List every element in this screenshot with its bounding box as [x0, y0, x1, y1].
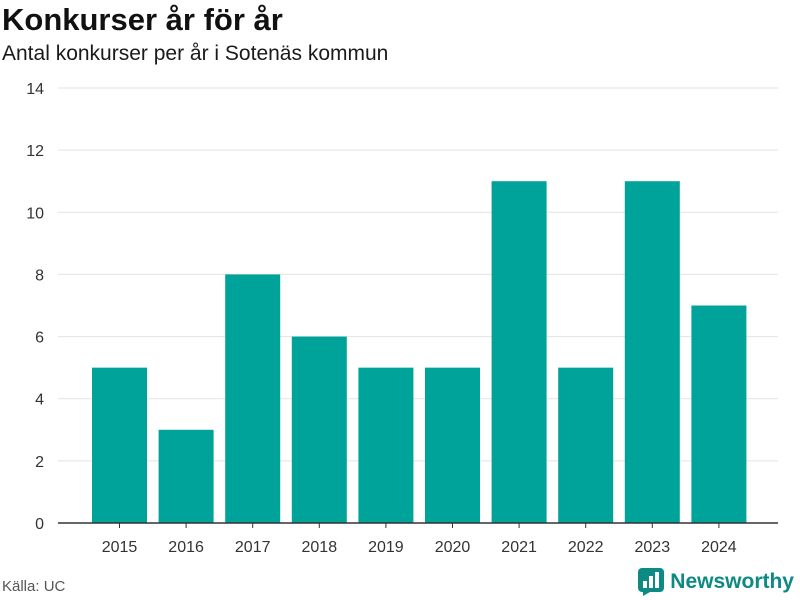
bar[interactable] [491, 181, 547, 523]
bar[interactable] [624, 181, 680, 523]
bar[interactable] [92, 367, 147, 523]
x-tick-label: 2019 [368, 539, 404, 556]
x-tick-label: 2024 [701, 539, 737, 556]
x-tick-label: 2021 [501, 539, 537, 556]
y-tick-label: 2 [35, 454, 44, 471]
brand-name: Newsworthy [670, 570, 794, 593]
bar[interactable] [291, 336, 347, 523]
bar[interactable] [691, 305, 747, 524]
y-tick-label: 4 [35, 392, 44, 409]
y-tick-label: 0 [35, 516, 44, 533]
brand-logo[interactable]: Newsworthy [638, 567, 794, 597]
y-tick-label: 14 [26, 81, 44, 98]
y-tick-label: 10 [26, 205, 44, 222]
bar[interactable] [425, 367, 480, 523]
x-tick-label: 2018 [302, 539, 338, 556]
bar[interactable] [358, 367, 414, 523]
x-tick-label: 2016 [168, 539, 204, 556]
y-tick-label: 6 [35, 330, 44, 347]
chart-title: Konkurser år för år [2, 2, 283, 37]
bar[interactable] [225, 274, 281, 523]
source-label: Källa: UC [2, 578, 66, 595]
x-tick-label: 2020 [435, 539, 471, 556]
x-tick-label: 2017 [235, 539, 271, 556]
y-tick-label: 8 [35, 267, 44, 284]
x-tick-label: 2015 [102, 539, 138, 556]
bar[interactable] [558, 367, 614, 523]
y-tick-label: 12 [26, 143, 44, 160]
x-tick-label: 2022 [568, 539, 604, 556]
chart-subtitle: Antal konkurser per år i Sotenäs kommun [2, 42, 389, 65]
bar[interactable] [158, 429, 214, 523]
newsworthy-logo-icon [638, 568, 665, 596]
x-tick-label: 2023 [635, 539, 671, 556]
